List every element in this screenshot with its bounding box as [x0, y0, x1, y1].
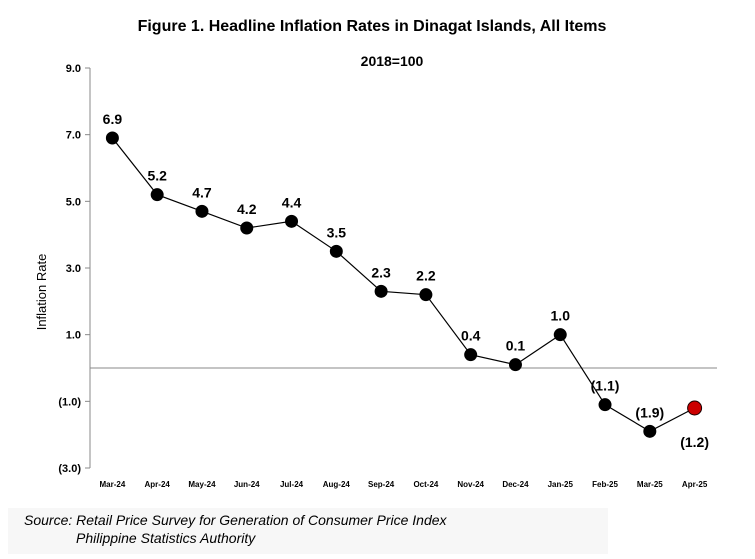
- inflation-line-chart: Figure 1. Headline Inflation Rates in Di…: [34, 18, 717, 489]
- data-points: [105, 131, 703, 438]
- x-tick-label: Jul-24: [280, 480, 304, 489]
- data-label: 0.4: [461, 328, 481, 344]
- data-point: [150, 188, 164, 202]
- x-tick-label: Apr-24: [145, 480, 171, 489]
- data-point: [598, 398, 612, 412]
- data-labels: 6.9 5.2 4.7 4.2 4.4 3.5 2.3 2.2 0.4 0.1 1.0 (1.1) (1…: [103, 111, 709, 450]
- source-line-1: Source: Retail Price Survey for Generati…: [24, 512, 447, 528]
- y-tick-label: (1.0): [58, 396, 81, 408]
- y-tick-label: 3.0: [66, 263, 81, 275]
- data-label: 4.7: [192, 184, 212, 200]
- y-tick-label: 7.0: [66, 130, 81, 142]
- data-point: [285, 214, 299, 228]
- data-point: [508, 358, 522, 372]
- x-tick-label: Jan-25: [548, 480, 574, 489]
- source-line-2: Philippine Statistics Authority: [76, 530, 256, 546]
- y-tick-label: 1.0: [66, 330, 81, 342]
- data-label: 2.2: [416, 268, 436, 284]
- x-tick-label: Mar-25: [637, 480, 663, 489]
- y-tick-labels: 9.0 7.0 5.0 3.0 1.0 (1.0) (3.0): [58, 63, 81, 475]
- data-label: 4.2: [237, 201, 257, 217]
- data-label: (1.2): [680, 434, 709, 450]
- y-tick-label: 9.0: [66, 63, 81, 75]
- chart-title: Figure 1. Headline Inflation Rates in Di…: [138, 18, 607, 35]
- x-tick-labels: Mar-24 Apr-24 May-24 Jun-24 Jul-24 Aug-24 Sep-…: [99, 480, 707, 489]
- data-point: [643, 424, 657, 438]
- data-point: [195, 204, 209, 218]
- chart-subtitle: 2018=100: [361, 53, 424, 69]
- axes-group: [85, 67, 717, 469]
- data-point: [105, 131, 119, 145]
- data-point-highlighted: [687, 400, 703, 416]
- x-tick-label: Feb-25: [592, 480, 618, 489]
- x-tick-label: Sep-24: [368, 480, 395, 489]
- data-label: 2.3: [371, 264, 391, 280]
- x-tick-label: Mar-24: [99, 480, 125, 489]
- data-point: [329, 244, 343, 258]
- data-point: [374, 284, 388, 298]
- data-label: 3.5: [327, 224, 347, 240]
- x-tick-label: Nov-24: [457, 480, 484, 489]
- data-label: 6.9: [103, 111, 123, 127]
- y-tick-label: (3.0): [58, 463, 81, 475]
- source-note: Source: Retail Price Survey for Generati…: [8, 508, 608, 554]
- x-tick-label: Oct-24: [413, 480, 438, 489]
- data-point: [553, 328, 567, 342]
- series-line: [111, 137, 695, 432]
- x-tick-label: Aug-24: [323, 480, 351, 489]
- data-label: (1.9): [635, 404, 664, 420]
- data-point: [464, 348, 478, 362]
- x-tick-label: Dec-24: [502, 480, 529, 489]
- x-tick-label: Apr-25: [682, 480, 708, 489]
- data-label: 4.4: [282, 194, 302, 210]
- y-axis-label: Inflation Rate: [34, 254, 49, 331]
- series-line-group: [111, 137, 695, 432]
- data-label: (1.1): [591, 378, 620, 394]
- x-tick-label: May-24: [188, 480, 216, 489]
- data-point: [419, 288, 433, 302]
- x-tick-label: Jun-24: [234, 480, 260, 489]
- y-tick-label: 5.0: [66, 196, 81, 208]
- data-label: 1.0: [551, 308, 571, 324]
- data-label: 0.1: [506, 338, 526, 354]
- data-point: [240, 221, 254, 235]
- data-label: 5.2: [147, 168, 167, 184]
